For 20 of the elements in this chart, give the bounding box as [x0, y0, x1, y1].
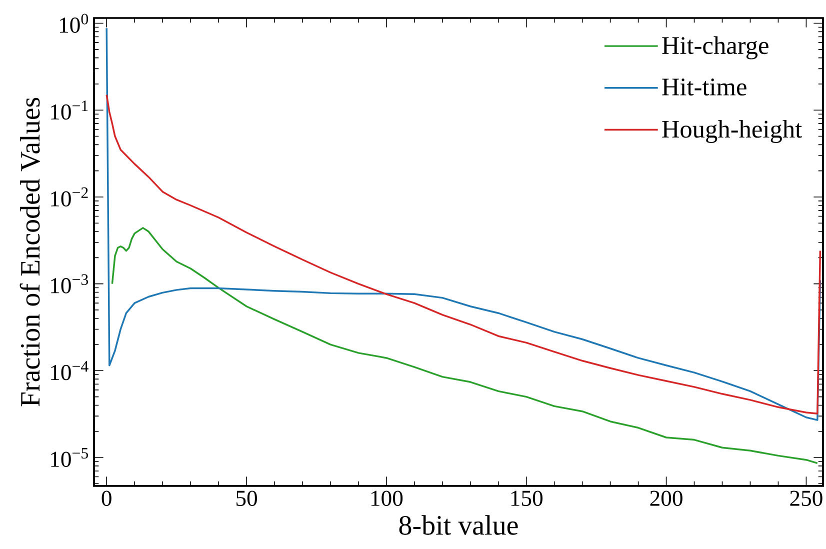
y-tick-label: 10$^{−1}$ [51, 100, 88, 120]
x-tick-label: 250 [790, 490, 822, 506]
x-tick-label: 150 [511, 490, 543, 506]
y-tick-label: 10$^{−2}$ [51, 187, 88, 207]
y-tick-label: 10$^{−3}$ [51, 274, 88, 294]
line-series [106, 94, 822, 415]
x-axis-title: 8-bit value [399, 515, 518, 535]
x-tick-label: 0 [102, 490, 112, 506]
y-tick-label: 10$^{0}$ [60, 14, 88, 33]
legend-label: Hit-time [662, 78, 746, 96]
x-tick-label: 50 [236, 490, 257, 506]
y-tick-label: 10$^{−5}$ [51, 448, 88, 468]
y-axis-title: Fraction of Encoded Values [20, 98, 40, 406]
x-tick-label: 200 [650, 490, 682, 506]
legend-label: Hit-charge [662, 36, 768, 60]
line-series [106, 27, 822, 421]
x-tick-label: 100 [371, 490, 403, 506]
line-series [111, 227, 818, 464]
legend-label: Hough-height [662, 120, 802, 143]
y-tick-label: 10$^{−4}$ [51, 361, 88, 380]
